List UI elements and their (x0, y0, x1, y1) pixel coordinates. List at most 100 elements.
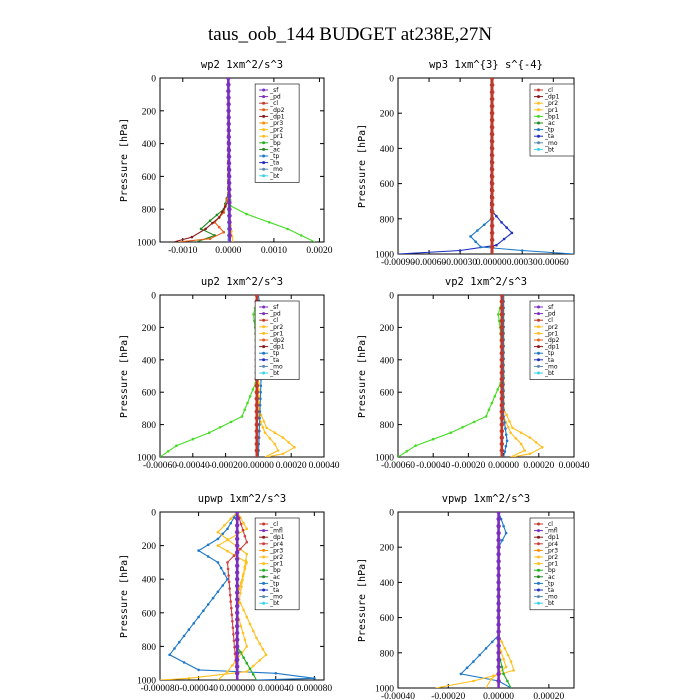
series-point-cl (254, 409, 259, 414)
x-tick-label: -0.000080 (141, 684, 180, 694)
series-point-pr2 (226, 538, 229, 541)
legend-label: _pr1 (544, 330, 558, 337)
series-point-pr4 (227, 580, 231, 584)
series-point-pr1 (505, 413, 508, 417)
series-point-sf (235, 617, 240, 622)
panel-title: upwp 1xm^2/s^3 (198, 493, 287, 505)
series-line-pr1 (435, 512, 515, 688)
series-point-tp (197, 615, 200, 619)
legend-label: _mo (269, 363, 283, 370)
series-point-cl (490, 188, 495, 193)
series-point-bp (502, 672, 505, 676)
series-point-dp1 (224, 205, 227, 208)
x-tick-label: 0.00040 (309, 461, 340, 471)
series-point-bp1 (207, 431, 211, 435)
series-group (173, 78, 316, 242)
series-group (398, 295, 544, 457)
series-point-cl (499, 299, 504, 304)
series-point-sf (226, 128, 231, 133)
series-point-cl (490, 216, 495, 221)
plot-frame (159, 511, 325, 681)
series-point-ta (458, 249, 462, 252)
series-point-tp (313, 677, 316, 680)
series-point-sf (496, 643, 501, 648)
legend-marker (537, 529, 540, 533)
legend-marker (262, 325, 266, 329)
x-tick-label: 0.00040 (559, 461, 590, 471)
x-tick-label: -0.00060 (381, 461, 415, 471)
series-point-bp1 (461, 426, 464, 429)
legend-marker (262, 548, 266, 552)
legend-marker (262, 147, 266, 151)
series-point-sf (496, 678, 501, 684)
legend-marker (262, 101, 266, 105)
series-point-tp (483, 223, 486, 226)
series-point-sf (227, 200, 232, 205)
y-tick-label: 800 (380, 649, 395, 659)
series-point-bp1 (431, 437, 435, 441)
series-point-pr1 (512, 669, 515, 672)
series-point-sf (496, 615, 501, 620)
x-tick-label: -0.00060 (412, 258, 446, 268)
y-tick-label: 1000 (375, 251, 394, 261)
x-tick-label: 0.00020 (533, 692, 564, 700)
x-tick-label: 0.00000 (476, 258, 507, 268)
legend-label: _ta (269, 357, 279, 364)
series-point-cl (499, 435, 504, 440)
series-point-cl (490, 223, 495, 228)
series-point-pr4 (228, 587, 231, 590)
series-point-tp (505, 439, 509, 443)
series-point-tp (478, 653, 482, 657)
series-point-cl (490, 96, 495, 102)
series-point-sf (226, 148, 232, 153)
series-point-tp (226, 577, 229, 581)
legend-marker (262, 562, 266, 566)
series-point-pr4 (232, 554, 236, 557)
series-point-pr4 (230, 613, 234, 616)
series-point-pr1 (242, 521, 245, 525)
series-point-sf (227, 180, 232, 186)
legend-label: _dp1 (269, 113, 285, 120)
series-point-tp (465, 666, 469, 670)
series-point-tp (474, 240, 477, 243)
series-point-sf (235, 556, 240, 562)
legend-label: _pr2 (544, 554, 558, 561)
legend-label: _ac (269, 574, 280, 581)
legend-label: _tp (544, 350, 554, 357)
series-point-pr2 (245, 645, 249, 648)
series-point-pr1 (264, 653, 268, 657)
legend-marker (262, 535, 266, 539)
legend-label: _cl (269, 100, 278, 107)
legend-marker (262, 364, 266, 368)
series-point-cl (490, 104, 495, 109)
legend-label: _bp1 (544, 113, 560, 120)
series-point-sf (496, 512, 501, 515)
x-tick-label: 0.0010 (261, 246, 287, 256)
series-point-pr1 (261, 647, 265, 651)
series-point-pr4 (226, 567, 230, 571)
series-point-tp (259, 397, 262, 401)
series-point-pr4 (227, 574, 230, 577)
legend-marker (537, 351, 540, 355)
series-point-tp (258, 403, 262, 407)
legend-label: _bt (544, 146, 555, 153)
x-tick-label: -0.00040 (176, 461, 210, 471)
series-point-pr1 (534, 441, 538, 444)
y-tick-label: 600 (142, 389, 157, 399)
series-point-pr1 (500, 640, 504, 644)
legend-label: _tp (269, 580, 279, 587)
series-point-tp (178, 640, 181, 644)
series-point-tp (472, 660, 475, 663)
legend-marker (537, 581, 540, 585)
chart-panel-4: vp2 1xm^2/s^3 Pressure [hPa] 0 200 400 600 800… (357, 276, 590, 471)
legend-label: _mo (544, 594, 558, 601)
series-point-pr4 (245, 540, 249, 544)
series-point-cl (254, 422, 259, 427)
series-point-pr1 (528, 452, 532, 456)
series-point-cl (499, 448, 504, 453)
legend-label: _ta (544, 357, 554, 364)
series-point-bp1 (497, 313, 500, 316)
series-point-cl (490, 153, 495, 158)
x-tick-label: 0.00060 (538, 258, 569, 268)
series-point-pr2 (514, 437, 518, 440)
